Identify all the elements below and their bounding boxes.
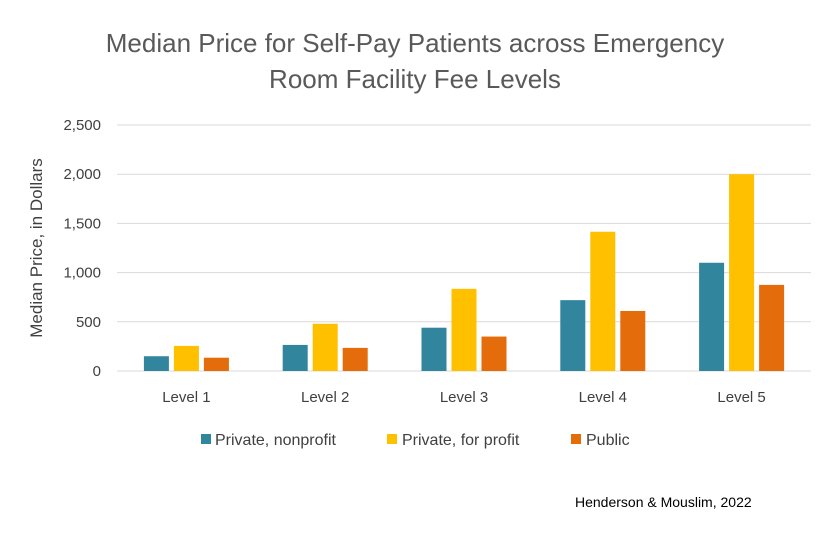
legend-label-2: Private, for profit	[402, 432, 520, 449]
legend-label-3: Public	[586, 432, 630, 449]
bar-level-3-series-2	[451, 288, 477, 371]
bar-level-1-series-2	[173, 345, 199, 371]
legend-swatch-3	[571, 434, 581, 444]
y-axis-label: Median Price, in Dollars	[27, 158, 46, 338]
y-tick-label: 0	[93, 363, 101, 380]
bar-level-5-series-2	[729, 174, 755, 371]
y-tick-label: 500	[76, 314, 101, 331]
x-tick-label: Level 3	[440, 389, 488, 406]
x-tick-label: Level 4	[579, 389, 627, 406]
bar-level-4-series-3	[620, 310, 646, 371]
y-tick-label: 2,500	[63, 117, 101, 134]
source-caption: Henderson & Mouslim, 2022	[575, 494, 752, 510]
bar-level-2-series-1	[282, 344, 308, 371]
bar-level-5-series-1	[699, 262, 725, 371]
bar-level-4-series-2	[590, 231, 616, 371]
chart-title-line-1: Median Price for Self-Pay Patients acros…	[106, 28, 724, 58]
bar-level-2-series-3	[342, 347, 368, 371]
bar-level-3-series-3	[481, 336, 507, 371]
legend-label-1: Private, nonprofit	[215, 432, 337, 449]
x-axis-ticks: Level 1 Level 2 Level 3 Level 4 Level 5	[162, 389, 766, 406]
y-tick-label: 2,000	[63, 166, 101, 183]
legend-swatch-1	[201, 434, 211, 444]
legend: Private, nonprofit Private, for profit Pub…	[201, 432, 630, 449]
x-tick-label: Level 1	[162, 389, 210, 406]
legend-swatch-2	[387, 434, 397, 444]
y-tick-label: 1,000	[63, 265, 101, 282]
chart-title: Median Price for Self-Pay Patients acros…	[106, 28, 724, 94]
bar-level-4-series-1	[560, 300, 586, 371]
y-axis-ticks: 0 500 1,000 1,500 2,000 2,500	[63, 117, 101, 380]
bar-level-1-series-1	[143, 356, 169, 371]
x-tick-label: Level 5	[717, 389, 765, 406]
chart-title-line-2: Room Facility Fee Levels	[269, 64, 561, 94]
gridlines	[117, 124, 811, 372]
bars	[143, 174, 785, 371]
x-tick-label: Level 2	[301, 389, 349, 406]
bar-level-3-series-1	[421, 327, 447, 371]
bar-level-2-series-2	[312, 323, 338, 371]
bar-level-1-series-3	[203, 357, 229, 371]
y-tick-label: 1,500	[63, 215, 101, 232]
bar-level-5-series-3	[759, 284, 785, 371]
